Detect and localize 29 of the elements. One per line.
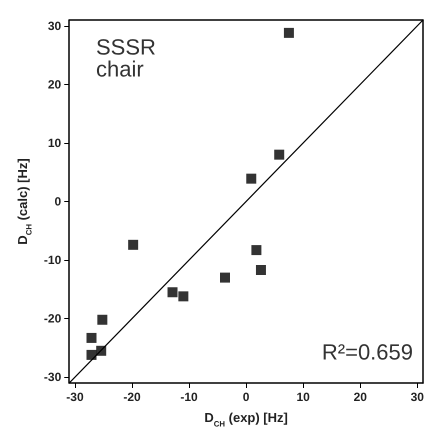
point [86, 350, 96, 360]
point [96, 346, 106, 356]
point [220, 272, 230, 283]
y-tick-label: -30 [44, 370, 62, 384]
x-tick-label: -10 [180, 390, 198, 404]
point [246, 174, 256, 184]
annotation: R²=0.659 [322, 340, 414, 364]
point [256, 265, 266, 275]
y-tick-label: 0 [54, 194, 62, 208]
point [251, 245, 262, 256]
point [97, 314, 108, 325]
point [168, 287, 178, 298]
y-tick-label: 10 [48, 136, 62, 150]
y-tick-label: -20 [44, 312, 62, 326]
y-tick-label: 30 [48, 18, 62, 33]
point [128, 240, 138, 250]
point [284, 28, 294, 38]
x-tick-label: -30 [66, 390, 84, 404]
x-tick-label: 0 [242, 390, 250, 404]
x-tick-label: 20 [354, 390, 368, 404]
point [86, 332, 96, 343]
x-tick-label: -20 [123, 390, 142, 404]
point [274, 150, 284, 160]
x-tick-label: 10 [296, 390, 310, 404]
annotation: SSSR chair [96, 34, 156, 82]
y-tick-label: 20 [48, 77, 62, 92]
y-tick-label: -10 [44, 253, 62, 268]
point [178, 291, 188, 302]
x-tick-label: 30 [410, 390, 424, 404]
